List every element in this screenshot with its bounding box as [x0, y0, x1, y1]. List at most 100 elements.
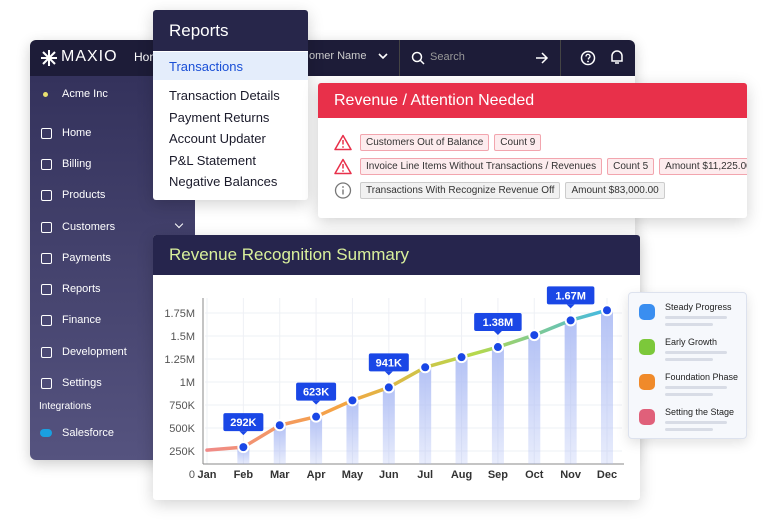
data-label-pointer: [384, 371, 393, 376]
placeholder-line: [665, 358, 713, 361]
point: [273, 419, 286, 432]
sidebar-icon: [41, 253, 52, 264]
placeholder-line: [665, 351, 727, 354]
point: [382, 381, 395, 394]
legend-label: Steady Progress: [665, 302, 732, 312]
menu-item[interactable]: Negative Balances: [169, 174, 278, 190]
alert-tag: Amount $11,225.00: [659, 158, 747, 175]
data-label: 292K: [230, 417, 256, 429]
alert-tag: Count 9: [494, 134, 542, 151]
sidebar-item[interactable]: Reports: [62, 283, 101, 295]
customer-select[interactable]: omer Name: [309, 50, 367, 62]
x-tick-label: May: [342, 469, 364, 481]
legend-swatch: [639, 304, 655, 320]
logo: MAXIO: [61, 48, 118, 65]
point: [528, 329, 541, 342]
bar: [601, 310, 613, 464]
menu-item[interactable]: Account Updater: [169, 131, 266, 147]
alert-row: Transactions With Recognize Revenue Off A…: [334, 182, 670, 199]
sidebar-icon: [41, 315, 52, 326]
point: [491, 341, 504, 354]
notification-icon[interactable]: [609, 49, 625, 66]
x-tick-label: Apr: [307, 469, 327, 481]
divider: [399, 40, 400, 76]
y-tick-label: 0: [189, 469, 195, 481]
data-label-pointer: [312, 400, 321, 405]
point: [310, 410, 323, 423]
bar: [382, 387, 395, 464]
y-tick-label: 500K: [169, 423, 195, 435]
integration-item[interactable]: Salesforce: [62, 427, 114, 439]
menu-item[interactable]: Payment Returns: [169, 109, 270, 125]
sidebar-item[interactable]: Products: [62, 189, 106, 201]
data-label-bg: [546, 286, 595, 305]
x-tick-label: Aug: [451, 469, 472, 481]
bar: [419, 367, 432, 464]
sidebar-item[interactable]: Billing: [62, 158, 92, 170]
line: [205, 308, 609, 452]
x-tick-label: Jan: [198, 469, 217, 481]
legend-card: Steady Progress Early Growth Foundation Ph…: [628, 292, 747, 439]
placeholder-line: [665, 323, 713, 326]
point: [346, 394, 359, 407]
sidebar-icon: [41, 128, 52, 139]
menu-item[interactable]: Transactions: [169, 59, 243, 74]
legend-swatch: [639, 374, 655, 390]
placeholder-line: [665, 421, 727, 424]
data-label-pointer: [493, 331, 502, 336]
sidebar-icon: [41, 284, 52, 295]
data-label-bg: [474, 313, 522, 332]
sidebar-item[interactable]: Settings: [62, 377, 102, 389]
chevron: [378, 53, 388, 60]
sidebar-item[interactable]: Finance: [62, 314, 102, 326]
logo-icon: [41, 50, 57, 66]
y-tick-label: 250K: [169, 446, 195, 458]
data-label: 623K: [303, 387, 329, 399]
sidebar-item[interactable]: Home: [62, 127, 92, 139]
menu-item[interactable]: Transaction Details: [169, 88, 280, 103]
sidebar-icon: [41, 378, 52, 389]
point: [419, 361, 432, 374]
point: [237, 441, 250, 454]
placeholder-line: [665, 316, 727, 319]
x-tick-label: Oct: [525, 469, 544, 481]
x-tick-label: Feb: [234, 469, 254, 481]
sidebar-item[interactable]: Payments: [62, 252, 111, 264]
y-tick-label: 1M: [180, 377, 195, 389]
legend-swatch: [639, 339, 655, 355]
legend-label: Setting the Stage: [665, 407, 735, 417]
legend-label: Early Growth: [665, 337, 718, 347]
y-tick-label: 1.5M: [171, 331, 195, 343]
sidebar-item[interactable]: Development: [62, 346, 127, 358]
x-tick-label: Jul: [417, 469, 433, 481]
search-input[interactable]: Search: [430, 51, 465, 63]
point: [564, 314, 577, 327]
go-arrow[interactable]: [535, 52, 549, 64]
alert-row: Customers Out of Balance Count 9: [334, 134, 546, 151]
data-label-bg: [368, 353, 409, 372]
divider: [560, 40, 561, 76]
x-tick-label: Mar: [270, 469, 290, 481]
selected-row: [153, 52, 308, 80]
sidebar-icon: [41, 347, 52, 358]
bar: [455, 357, 468, 464]
bar: [528, 335, 541, 464]
x-tick-label: Nov: [560, 469, 582, 481]
point: [601, 304, 613, 317]
y-tick-label: 1.25M: [164, 354, 195, 366]
alert-tag: Amount $83,000.00: [565, 182, 665, 199]
warning-icon: [334, 158, 352, 175]
bar: [491, 347, 504, 464]
sidebar-icon: [41, 222, 52, 233]
sidebar-item[interactable]: Customers: [62, 221, 116, 233]
alert-tag: Transactions With Recognize Revenue Off: [360, 182, 561, 199]
data-label-pointer: [566, 304, 575, 309]
legend-swatch: [639, 409, 655, 425]
help-icon[interactable]: [580, 50, 596, 66]
menu-item[interactable]: P&L Statement: [169, 152, 256, 168]
account-name[interactable]: Acme Inc: [62, 88, 108, 100]
data-label: 1.67M: [555, 290, 586, 302]
placeholder-line: [665, 386, 727, 389]
placeholder-line: [665, 393, 713, 396]
